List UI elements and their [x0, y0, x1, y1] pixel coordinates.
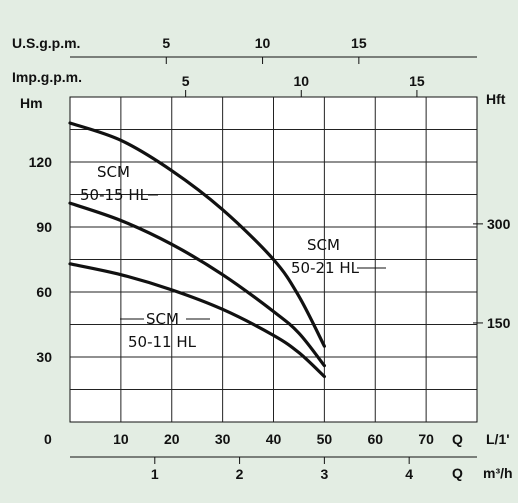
us-gpm-tick-label: 5 [162, 35, 170, 51]
y-tick-label: 120 [29, 154, 53, 170]
x-tick-label: 30 [215, 431, 231, 447]
y-tick-label: 30 [36, 349, 52, 365]
curve-scm-50-21-hl [68, 121, 326, 348]
y-axis-title-hm: Hm [20, 95, 43, 111]
us-gpm-ticks: 5 10 15 [162, 35, 367, 64]
m3h-axis-ticks: 1 2 3 4 [151, 457, 413, 482]
y-right-axis-ticks: 150 300 [473, 216, 511, 331]
curve-label-50-21-line2: 50-21 HL [291, 259, 360, 277]
curve-scm-50-15-hl [68, 201, 326, 368]
y-right-tick-label: 300 [487, 216, 511, 232]
y-axis-ticks: 30 60 90 120 [29, 154, 53, 365]
m3h-tick-label: 4 [405, 466, 413, 482]
m3h-axis-q-label: Q [452, 465, 463, 481]
grid-lines [70, 97, 477, 422]
curve-scm-50-11-hl [68, 262, 326, 379]
imp-gpm-axis-label: Imp.g.p.m. [12, 69, 82, 85]
curve-label-50-15-line1: SCM [97, 163, 130, 181]
imp-gpm-ticks: 5 10 15 [182, 73, 425, 97]
x-tick-label: 60 [367, 431, 383, 447]
x-axis-zero-label: 0 [44, 431, 52, 447]
us-gpm-tick-label: 15 [351, 35, 367, 51]
y-axis-title-hft: Hft [486, 91, 506, 107]
imp-gpm-tick-label: 15 [409, 73, 425, 89]
us-gpm-tick-label: 10 [255, 35, 271, 51]
imp-gpm-tick-label: 5 [182, 73, 190, 89]
curve-label-50-11-line1: SCM [146, 310, 179, 328]
y-tick-label: 60 [36, 284, 52, 300]
x-tick-label: 70 [418, 431, 434, 447]
m3h-tick-label: 3 [320, 466, 328, 482]
x-tick-label: 20 [164, 431, 180, 447]
y-tick-label: 90 [36, 219, 52, 235]
imp-gpm-tick-label: 10 [293, 73, 309, 89]
x-tick-label: 10 [113, 431, 129, 447]
x-axis-unit-label: L/1' [486, 431, 510, 447]
us-gpm-axis-label: U.S.g.p.m. [12, 35, 80, 51]
curve-label-50-21-line1: SCM [307, 236, 340, 254]
x-axis-q-label: Q [452, 431, 463, 447]
x-tick-label: 50 [317, 431, 333, 447]
m3h-tick-label: 1 [151, 466, 159, 482]
curve-label-50-11-line2: 50-11 HL [128, 333, 197, 351]
y-right-tick-label: 150 [487, 315, 511, 331]
m3h-tick-label: 2 [236, 466, 244, 482]
x-tick-label: 40 [266, 431, 282, 447]
curve-label-50-15-line2: 50-15 HL [80, 186, 149, 204]
m3h-axis-unit-label: m³/h [483, 465, 513, 481]
pump-curves [68, 121, 326, 379]
x-axis-ticks: 10 20 30 40 50 60 70 [113, 431, 434, 447]
